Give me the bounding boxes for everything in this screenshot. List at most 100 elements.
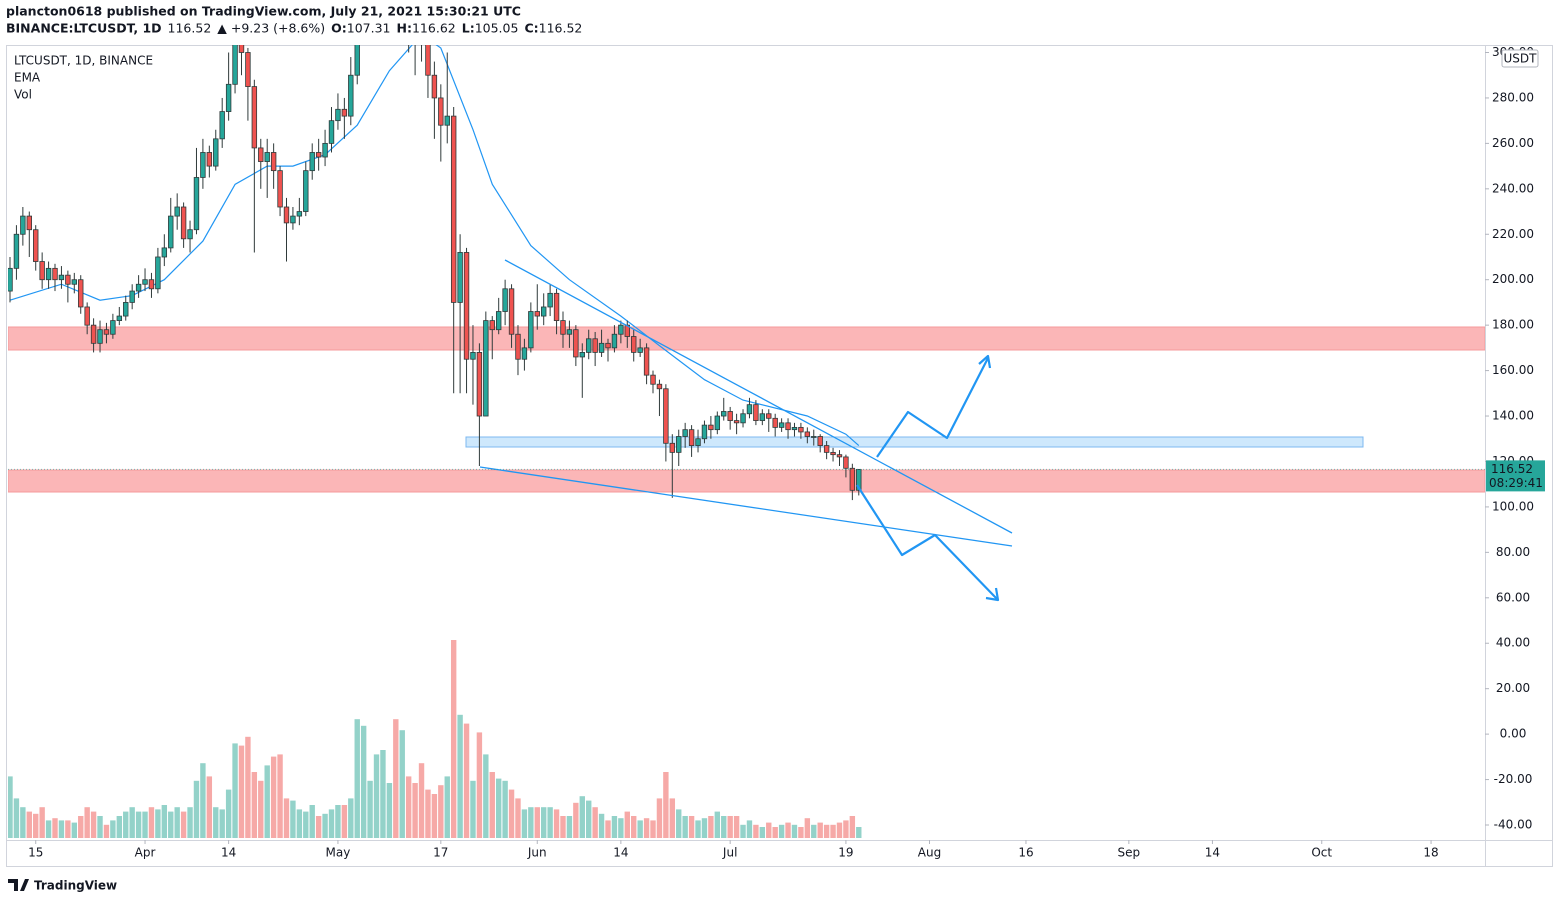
candle-body bbox=[90, 324, 97, 344]
candle-body bbox=[457, 252, 463, 303]
candle-body bbox=[303, 170, 309, 212]
candle-body bbox=[168, 215, 174, 249]
volume-bar bbox=[624, 811, 630, 838]
candle-body bbox=[135, 283, 142, 292]
footer-logo: TradingView bbox=[8, 879, 117, 893]
candle-body bbox=[232, 45, 238, 85]
y-tick-label: 140.00 bbox=[1492, 409, 1534, 423]
volume-bar bbox=[283, 798, 290, 838]
candle-body bbox=[52, 267, 58, 281]
volume-bar bbox=[727, 816, 733, 838]
volume-bar bbox=[547, 807, 553, 838]
candle-body bbox=[830, 451, 836, 456]
candle-body bbox=[733, 420, 740, 424]
volume-bar bbox=[721, 816, 727, 838]
brand: TradingView bbox=[34, 879, 117, 893]
y-tick-label: 260.00 bbox=[1492, 136, 1534, 150]
volume-bar bbox=[483, 754, 489, 838]
volume-bar bbox=[830, 824, 836, 838]
candle-body bbox=[553, 292, 560, 322]
candle-body bbox=[13, 233, 20, 269]
candle-body bbox=[187, 229, 193, 240]
price-tag-countdown: 08:29:41 bbox=[1489, 476, 1543, 490]
x-tick-label: Aug bbox=[918, 846, 941, 860]
volume-bar bbox=[399, 730, 405, 838]
candle-body bbox=[341, 108, 348, 117]
volume-bar bbox=[155, 809, 161, 838]
candle-body bbox=[58, 274, 65, 281]
y-tick-label: -20.00 bbox=[1494, 772, 1533, 786]
volume-bar bbox=[315, 816, 322, 838]
volume-bar bbox=[258, 780, 264, 838]
volume-bar bbox=[753, 824, 759, 838]
candle-body bbox=[483, 320, 489, 417]
volume-bar bbox=[393, 719, 399, 838]
volume-bar bbox=[785, 822, 791, 838]
volume-bar bbox=[225, 789, 232, 838]
y-tick-label: 160.00 bbox=[1492, 363, 1534, 377]
candle-body bbox=[110, 320, 116, 335]
volume-bar bbox=[650, 820, 656, 838]
candle-body bbox=[335, 108, 341, 122]
volume-bar bbox=[168, 811, 174, 838]
volume-bar bbox=[688, 816, 695, 838]
x-tick-label: Apr bbox=[135, 846, 156, 860]
candle-body bbox=[489, 320, 495, 331]
volume-bar bbox=[843, 820, 849, 838]
candle-body bbox=[541, 306, 547, 317]
volume-bar bbox=[341, 805, 348, 838]
volume-bar bbox=[354, 719, 360, 838]
volume-bar bbox=[541, 807, 547, 838]
candle-body bbox=[174, 206, 180, 217]
candle-body bbox=[309, 152, 315, 172]
volume-bar bbox=[187, 807, 193, 838]
candle-body bbox=[817, 436, 823, 446]
volume-bar bbox=[33, 813, 39, 838]
volume-bar bbox=[412, 783, 418, 838]
candle-body bbox=[277, 170, 283, 208]
candle-body bbox=[348, 74, 354, 117]
candle-body bbox=[450, 115, 457, 303]
support-zone bbox=[8, 469, 1485, 493]
volume-bar bbox=[566, 816, 573, 838]
candle-body bbox=[225, 83, 232, 112]
symbol-info: BINANCE:LTCUSDT, 1D 116.52 ▲ +9.23 (+8.6%)… bbox=[6, 21, 582, 36]
volume-bar bbox=[605, 820, 611, 838]
currency: USDT bbox=[1504, 52, 1538, 66]
volume-bar bbox=[245, 736, 251, 838]
candle-body bbox=[20, 215, 26, 235]
y-tick-label: 80.00 bbox=[1496, 545, 1530, 559]
candle-body bbox=[676, 436, 682, 453]
volume-bar bbox=[303, 811, 309, 838]
x-tick-label: May bbox=[326, 846, 351, 860]
publisher: plancton0618 published on TradingView.co… bbox=[6, 4, 521, 19]
candle-body bbox=[155, 256, 161, 290]
ema-line bbox=[9, 45, 860, 447]
arrow-up-head bbox=[978, 354, 992, 369]
volume-bar bbox=[521, 809, 528, 838]
candle-body bbox=[592, 338, 598, 353]
candle-body bbox=[193, 177, 200, 231]
volume-bar bbox=[611, 816, 618, 838]
volume-bar bbox=[232, 743, 238, 838]
volume-bar bbox=[618, 818, 624, 838]
volume-bar bbox=[296, 809, 303, 838]
y-tick-label: 0.00 bbox=[1500, 727, 1527, 741]
volume-bar bbox=[502, 780, 508, 838]
candle-body bbox=[688, 429, 695, 446]
volume-bar bbox=[277, 754, 283, 838]
volume-bar bbox=[669, 798, 676, 838]
candle-body bbox=[431, 74, 438, 99]
volume-bar bbox=[766, 822, 772, 838]
volume-bar bbox=[637, 820, 643, 838]
candle-body bbox=[785, 422, 791, 431]
volume-bar bbox=[631, 816, 637, 838]
candle-body bbox=[669, 442, 676, 453]
candle-body bbox=[476, 352, 483, 417]
volume-bar bbox=[811, 824, 817, 838]
volume-bar bbox=[856, 827, 862, 838]
volume-bar bbox=[90, 811, 97, 838]
legend: LTCUSDT, 1D, BINANCE EMA Vol bbox=[14, 54, 153, 102]
candle-body bbox=[425, 45, 431, 76]
x-tick-label: 14 bbox=[613, 846, 628, 860]
